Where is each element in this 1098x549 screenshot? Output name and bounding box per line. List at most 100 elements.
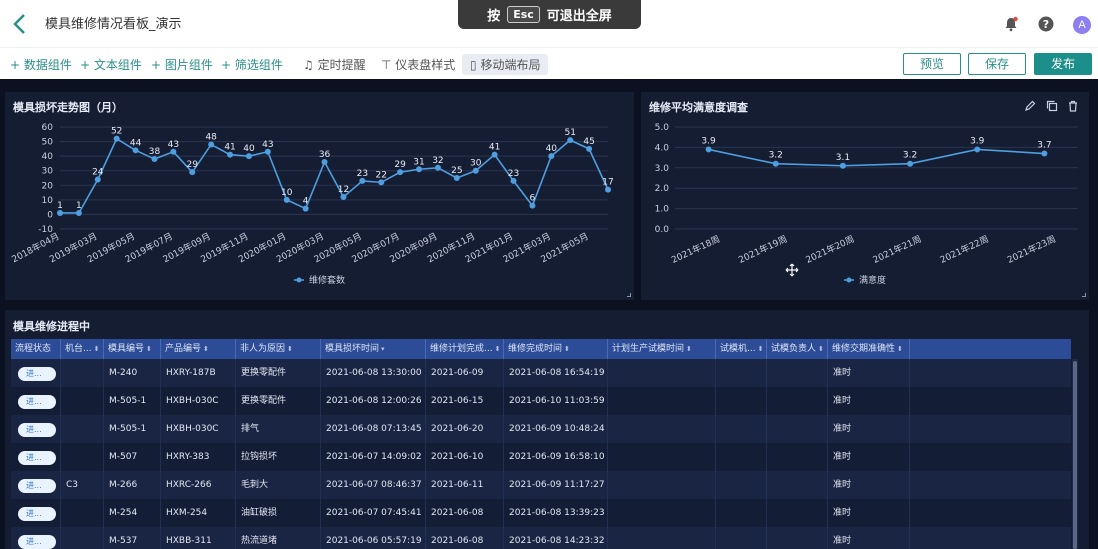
table-cell [608,443,716,471]
copy-icon[interactable] [1046,100,1058,112]
sort-icon[interactable]: ⬍ [686,345,692,353]
add-filter-component-button[interactable]: + 筛选组件 [221,58,283,72]
data-label: 43 [168,140,179,150]
column-header[interactable]: 维修交期准确性 ⬍ [828,339,910,359]
add-text-component-button[interactable]: + 文本组件 [80,58,142,72]
resize-handle[interactable] [1082,293,1086,297]
table-cell [608,387,716,415]
legend-label: 满意度 [859,274,886,286]
data-point [170,148,177,155]
add-data-component-button[interactable]: + 数据组件 [10,58,72,72]
sort-icon[interactable]: ⬍ [287,345,293,353]
column-header[interactable]: 计划生产试模时间 ⬍ [608,339,716,359]
data-point [453,175,460,181]
scheduled-reminder-button[interactable]: ♫ 定时提醒 [303,58,366,72]
column-header[interactable]: 模具损坏时间 ▾ [321,339,426,359]
column-header[interactable]: 试模机... ⬍ [716,339,767,359]
table-cell [608,415,716,443]
column-header[interactable]: 维修完成时间 ⬍ [504,339,608,359]
table-cell: 准时 [828,471,910,499]
table-cell: 进... [11,359,61,387]
status-badge[interactable]: 进... [18,451,56,465]
data-point [151,156,158,163]
table-cell [61,527,104,549]
data-label: 43 [262,140,273,150]
status-badge[interactable]: 进... [18,507,56,521]
sort-icon[interactable]: ⬍ [757,345,764,353]
table-cell: 2021-06-07 07:45:41 [321,499,426,527]
legend-marker [846,277,852,283]
table-cell: HXBH-030C [161,415,236,443]
sort-desc-icon[interactable]: ▾ [381,345,385,353]
data-point [974,146,981,153]
sort-icon[interactable]: ⬍ [494,345,501,353]
sort-icon[interactable]: ⬍ [818,345,824,353]
publish-button[interactable]: 发布 [1034,53,1092,75]
x-tick-label: 2021年18周 [669,233,722,266]
table-scrollbar-thumb[interactable] [1073,361,1077,549]
data-point [113,135,120,142]
column-header[interactable]: 机台... ⬍ [61,339,104,359]
table-row[interactable]: 进... M-505-1 HXBH-030C 更换零配件 2021-06-08 12:0… [11,387,1071,415]
table-cell: 2021-06-06 05:57:19 [321,527,426,549]
help-icon[interactable]: ? [1038,16,1054,32]
table-row[interactable]: 进... M-505-1 HXBH-030C 排气 2021-06-08 07:13:4… [11,415,1071,443]
table-row[interactable]: 进... M-254 HXM-254 油缸破损 2021-06-07 07:45:41 2… [11,499,1071,527]
status-badge[interactable]: 进... [18,367,56,381]
status-badge[interactable]: 进... [18,535,56,549]
table-cell [608,359,716,387]
column-header[interactable]: 流程状态 [11,339,61,359]
y-tick-label: 4.0 [655,143,670,153]
status-badge[interactable]: 进... [18,395,56,409]
user-avatar[interactable]: A [1073,16,1091,34]
data-point [705,146,712,153]
sort-icon[interactable]: ⬍ [203,345,209,353]
mobile-layout-button[interactable]: ▯ 移动端布局 [462,54,549,75]
sort-icon[interactable]: ⬍ [93,345,100,353]
sort-icon[interactable]: ⬍ [897,345,903,353]
column-header[interactable]: 产品编号 ⬍ [161,339,236,359]
save-button[interactable]: 保存 [968,53,1026,75]
edit-icon[interactable] [1024,100,1036,112]
table-row[interactable]: 进... M-240 HXRY-187B 更换零配件 2021-06-08 13:30:… [11,359,1071,387]
table-cell: M-507 [104,443,161,471]
back-arrow-icon[interactable] [10,13,30,35]
table-cell: 进... [11,387,61,415]
sort-icon[interactable]: ⬍ [146,345,152,353]
delete-icon[interactable] [1067,100,1079,112]
table-cell: HXRY-187B [161,359,236,387]
y-tick-label: 5.0 [655,123,670,133]
preview-button[interactable]: 预览 [903,53,961,75]
satisfaction-line-chart: 0.0 1.0 2.0 3.0 4.0 5.0 2021年18周 2021年19周 2021年2… [655,123,1078,286]
y-tick-label: 0.0 [655,225,670,235]
y-tick-label: 40 [42,152,54,162]
data-point [264,148,271,155]
column-header[interactable]: 模具编号 ⬍ [104,339,161,359]
notification-bell-icon[interactable] [1003,16,1019,32]
dashboard-title[interactable]: 模具维修情况看板_演示 [45,17,182,32]
y-tick-label: -10 [38,225,53,235]
dashboard-style-button[interactable]: ⊤ 仪表盘样式 [381,58,456,72]
table-cell: 更换零配件 [236,387,321,415]
add-image-component-button[interactable]: + 图片组件 [151,58,213,72]
sort-icon[interactable]: ⬍ [564,345,570,353]
status-badge[interactable]: 进... [18,423,56,437]
data-point [416,166,423,173]
table-cell: 2021-06-07 08:46:37 [321,471,426,499]
status-badge[interactable]: 进... [18,479,56,493]
data-point [283,196,290,203]
table-row[interactable]: 进... C3 M-266 HXRC-266 毛刺大 2021-06-07 08:46:3… [11,471,1071,499]
table-cell [767,527,828,549]
table-cell: M-240 [104,359,161,387]
column-header[interactable]: 试模负责人 ⬍ [767,339,828,359]
resize-handle[interactable] [627,293,631,297]
x-tick-label: 2021年21周 [871,233,924,266]
table-row[interactable]: 进... M-537 HXBB-311 热流道堵 2021-06-06 05:57:19… [11,527,1071,549]
table-cell: 进... [11,443,61,471]
table-cell: HXRY-383 [161,443,236,471]
column-header[interactable]: 维修计划完成... ⬍ [426,339,504,359]
table-cell: HXBH-030C [161,387,236,415]
table-row[interactable]: 进... M-507 HXRY-383 拉钩损坏 2021-06-07 14:09:02… [11,443,1071,471]
bell-icon: ♫ [303,58,314,72]
column-header[interactable]: 非人为原因 ⬍ [236,339,321,359]
